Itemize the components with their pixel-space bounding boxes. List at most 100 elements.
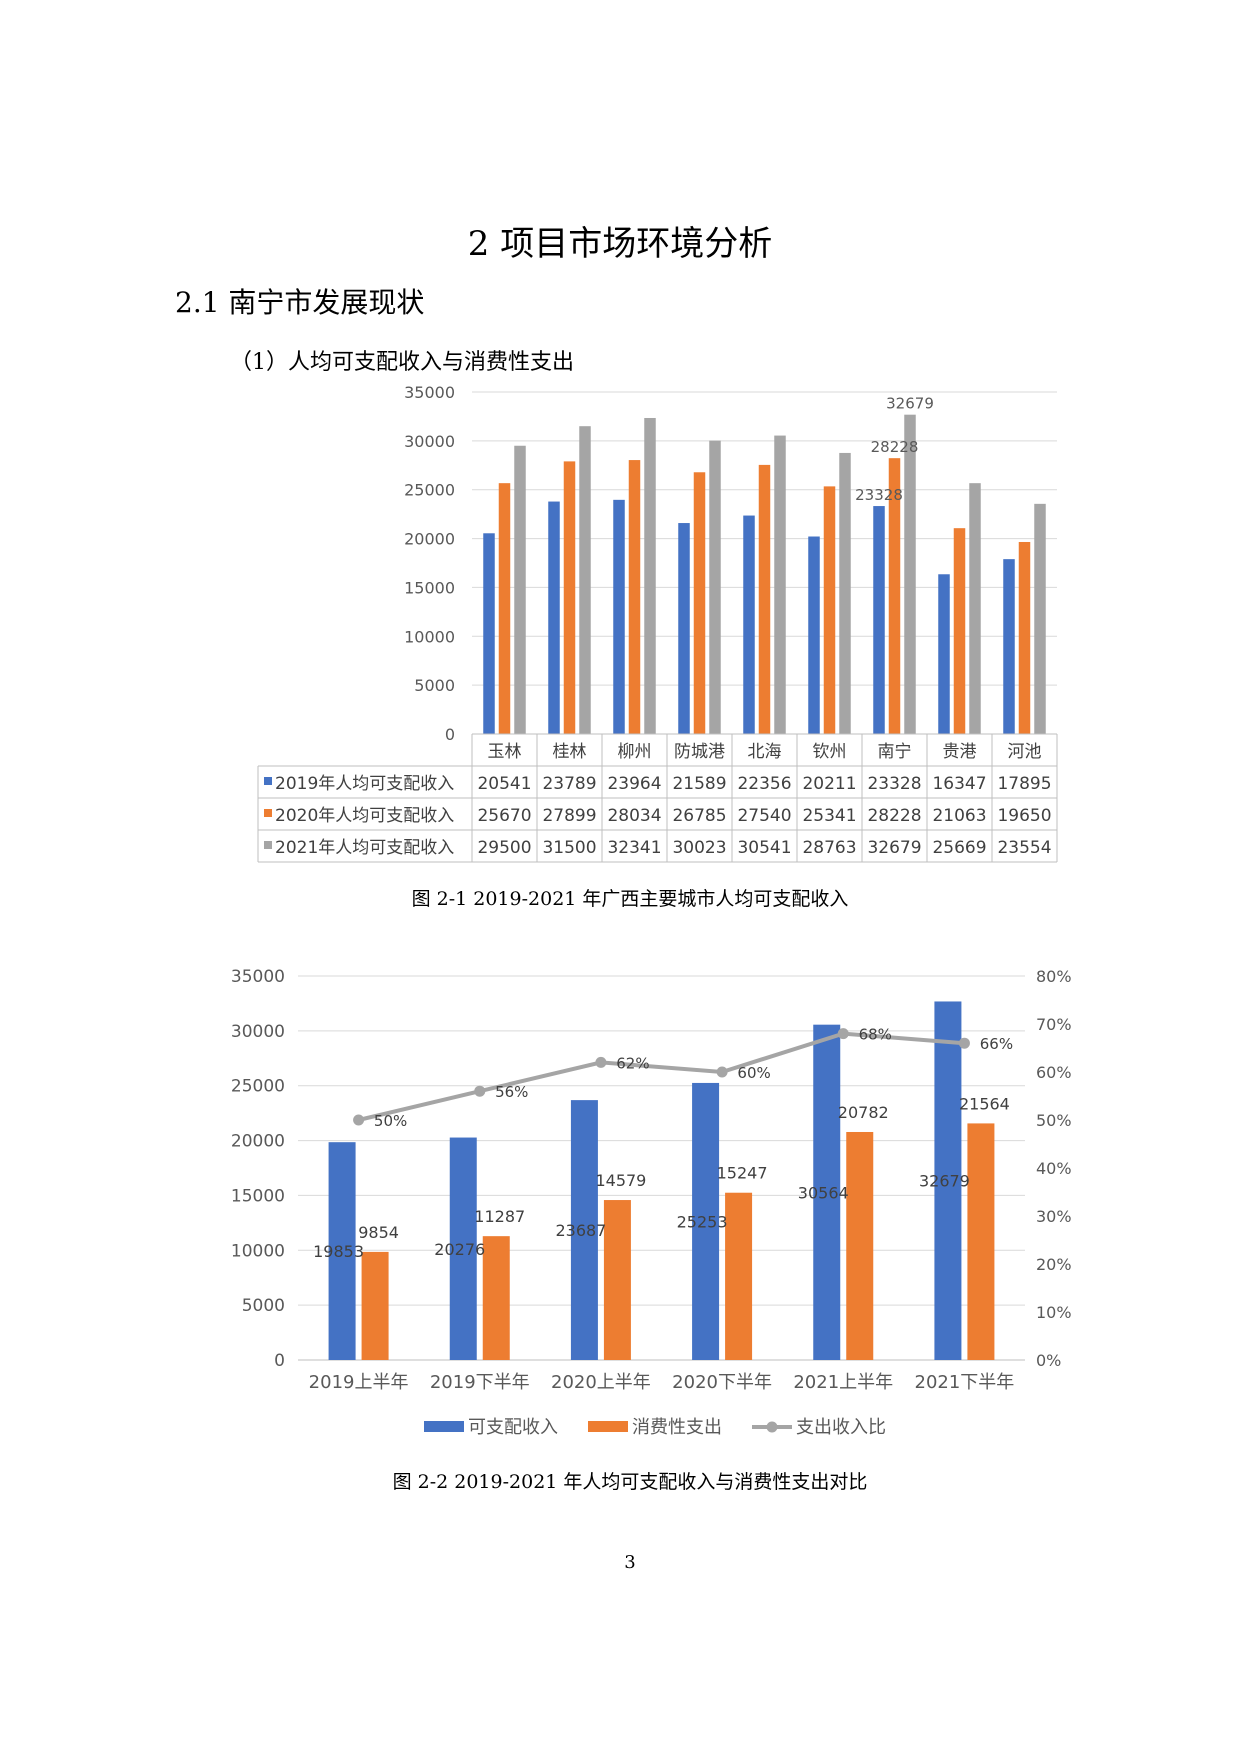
- data-label: 23328: [855, 486, 903, 504]
- legend-key: [264, 809, 272, 817]
- y-tick-label: 30000: [231, 1022, 285, 1042]
- section-heading: 2.1 南宁市发展现状: [175, 286, 425, 319]
- bar: [846, 1131, 874, 1360]
- line-point: [958, 1037, 970, 1049]
- x-category-label: 北海: [748, 742, 782, 762]
- bar: [967, 1123, 995, 1360]
- data-label: 32679: [886, 395, 934, 413]
- line-data-label: 68%: [859, 1026, 892, 1044]
- line-series: [358, 1031, 965, 1122]
- table-cell: 32341: [607, 838, 661, 858]
- table-cell: 25669: [932, 838, 986, 858]
- y-tick-label: 15000: [404, 578, 455, 597]
- bar: [483, 533, 495, 734]
- table-cell: 20541: [477, 774, 531, 794]
- bar: [725, 1192, 753, 1360]
- data-label: 20782: [838, 1103, 889, 1122]
- table-cell: 21589: [672, 774, 726, 794]
- table-cell: 28763: [802, 838, 856, 858]
- data-label: 19853: [313, 1242, 364, 1261]
- table-cell: 30023: [672, 838, 726, 858]
- bar: [563, 461, 576, 734]
- x-category-label: 2019上半年: [309, 1372, 409, 1393]
- line-point: [716, 1066, 728, 1078]
- x-category-label: 2020下半年: [672, 1372, 772, 1393]
- line-data-label: 50%: [374, 1112, 407, 1130]
- y-tick-label: 20000: [404, 530, 455, 549]
- table-series-label: 2021年人均可支配收入: [275, 838, 454, 858]
- table-series-label: 2019年人均可支配收入: [275, 774, 454, 794]
- line-point: [595, 1056, 607, 1068]
- x-category-label: 南宁: [878, 742, 912, 762]
- y2-tick-label: 80%: [1036, 967, 1072, 986]
- table-cell: 32679: [867, 838, 921, 858]
- bar: [1034, 503, 1046, 734]
- bar: [938, 574, 950, 734]
- table-cell: 17895: [997, 774, 1051, 794]
- y2-tick-label: 70%: [1036, 1015, 1072, 1034]
- bar: [579, 426, 591, 734]
- bar: [758, 464, 771, 734]
- bar: [482, 1236, 510, 1360]
- bar: [873, 506, 885, 734]
- y-tick-label: 5000: [242, 1296, 285, 1316]
- legend-label: 可支配收入: [468, 1417, 558, 1438]
- bar: [693, 472, 706, 734]
- bar: [603, 1200, 631, 1360]
- bar: [570, 1100, 598, 1360]
- x-category-label: 贵港: [943, 742, 977, 762]
- bar: [692, 1082, 720, 1360]
- table-cell: 28228: [867, 806, 921, 826]
- table-cell: 23554: [997, 838, 1051, 858]
- bar: [548, 501, 560, 734]
- line-point: [837, 1028, 849, 1040]
- x-category-label: 2019下半年: [430, 1372, 530, 1393]
- bar: [839, 452, 851, 734]
- figure-caption-1: 图 2-1 2019-2021 年广西主要城市人均可支配收入: [411, 888, 849, 910]
- table-cell: 28034: [607, 806, 661, 826]
- bar: [361, 1251, 389, 1360]
- y2-tick-label: 20%: [1036, 1255, 1072, 1274]
- bar: [628, 460, 641, 734]
- x-category-label: 2021上半年: [793, 1372, 893, 1393]
- legend-key: [588, 1421, 628, 1432]
- y-tick-label: 5000: [414, 676, 455, 695]
- y-tick-label: 15000: [231, 1186, 285, 1206]
- y-tick-label: 0: [445, 725, 455, 744]
- data-label: 25253: [677, 1212, 728, 1231]
- bar: [1018, 541, 1031, 734]
- data-label: 20276: [434, 1240, 485, 1259]
- page-title: 2 项目市场环境分析: [467, 224, 773, 264]
- y2-tick-label: 30%: [1036, 1207, 1072, 1226]
- table-cell: 23964: [607, 774, 661, 794]
- line-data-label: 56%: [495, 1083, 528, 1101]
- y-tick-label: 20000: [231, 1132, 285, 1152]
- legend-key: [264, 777, 272, 785]
- x-category-label: 柳州: [618, 742, 652, 762]
- bar: [813, 1024, 841, 1360]
- x-category-label: 2021下半年: [915, 1372, 1015, 1393]
- bar: [328, 1142, 356, 1360]
- table-cell: 21063: [932, 806, 986, 826]
- line-data-label: 66%: [980, 1035, 1013, 1053]
- bar: [774, 435, 786, 734]
- table-cell: 20211: [802, 774, 856, 794]
- data-label: 21564: [959, 1094, 1010, 1113]
- table-cell: 26785: [672, 806, 726, 826]
- page-number: 3: [624, 1552, 636, 1573]
- data-label: 15247: [717, 1164, 768, 1183]
- y-tick-label: 30000: [404, 432, 455, 451]
- table-cell: 23328: [867, 774, 921, 794]
- line-point: [474, 1085, 486, 1097]
- data-label: 28228: [871, 438, 919, 456]
- y-tick-label: 0: [274, 1351, 285, 1371]
- data-label: 9854: [358, 1223, 399, 1242]
- legend-key-marker: [766, 1421, 778, 1433]
- table-cell: 29500: [477, 838, 531, 858]
- bar: [888, 458, 901, 734]
- bar: [969, 483, 981, 734]
- legend-label: 消费性支出: [632, 1417, 722, 1438]
- bar: [498, 483, 511, 734]
- legend-label: 支出收入比: [796, 1417, 886, 1438]
